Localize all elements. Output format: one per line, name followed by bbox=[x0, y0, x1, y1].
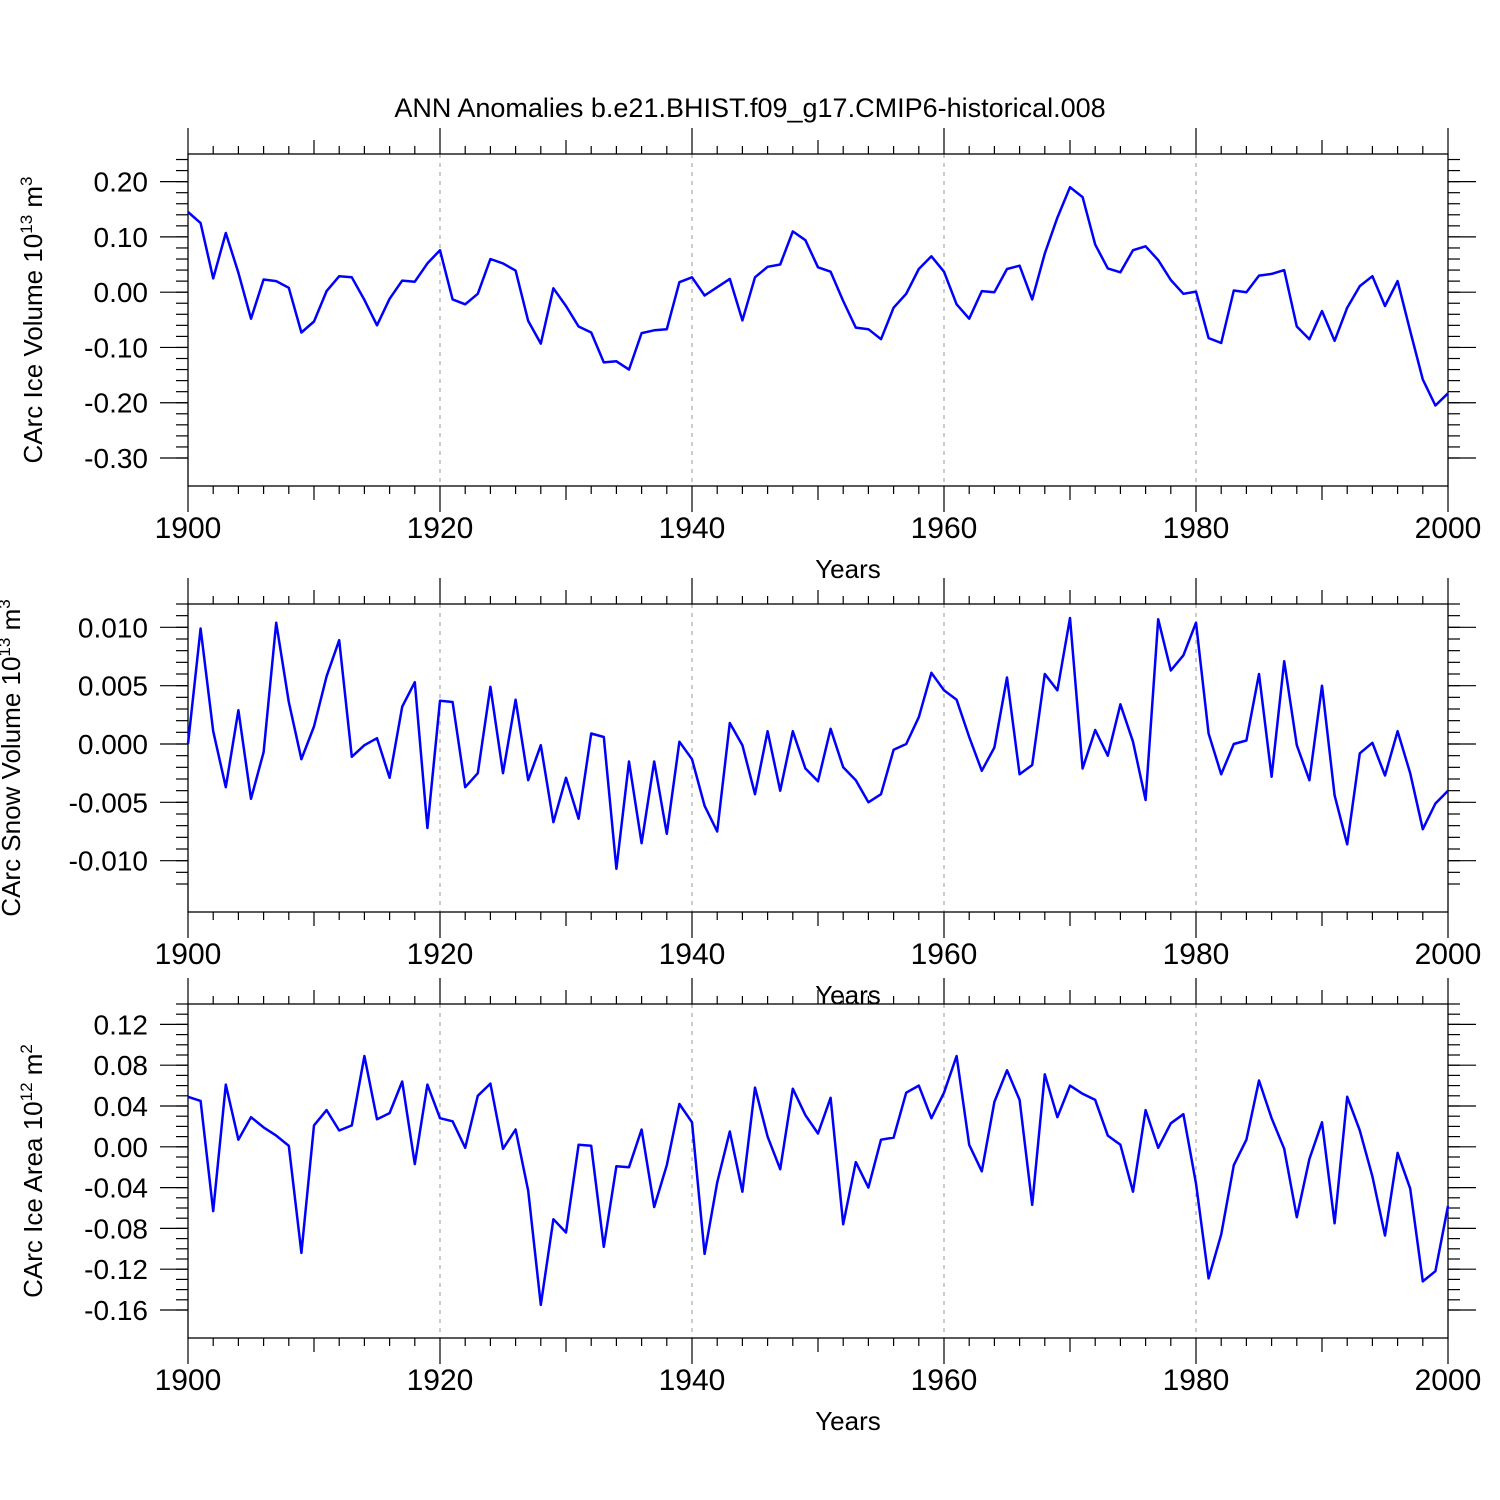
y-axis-label-text: CArc Snow Volume 10 bbox=[0, 657, 26, 917]
y-axis-label-text: m bbox=[18, 186, 48, 215]
x-axis-label: Years bbox=[815, 554, 881, 584]
y-tick-label: 0.00 bbox=[94, 1132, 149, 1163]
y-axis-label-superscript: 13 bbox=[17, 215, 36, 234]
y-tick-label: -0.04 bbox=[84, 1173, 148, 1204]
y-tick-label: -0.30 bbox=[84, 443, 148, 474]
x-tick-label: 1980 bbox=[1163, 1364, 1230, 1397]
y-axis-label-superscript: 13 bbox=[0, 638, 14, 657]
x-tick-label: 2000 bbox=[1415, 1364, 1482, 1397]
x-tick-label: 2000 bbox=[1415, 938, 1482, 971]
y-tick-label: 0.04 bbox=[94, 1091, 149, 1122]
x-tick-label: 1960 bbox=[911, 938, 978, 971]
x-tick-label: 1980 bbox=[1163, 512, 1230, 545]
y-tick-label: -0.20 bbox=[84, 388, 148, 419]
x-axis-label: Years bbox=[815, 1406, 881, 1436]
y-tick-label: 0.010 bbox=[78, 612, 148, 643]
x-tick-label: 1920 bbox=[407, 938, 474, 971]
chart-panel-volume: 1900 1920 1940 1960 1980 2000 Years -0.30 -0.20 -… bbox=[17, 128, 1481, 584]
x-tick-label: 1920 bbox=[407, 1364, 474, 1397]
y-axis-label-superscript: 3 bbox=[0, 599, 14, 608]
y-tick-label: -0.16 bbox=[84, 1295, 148, 1326]
y-tick-label: 0.10 bbox=[94, 222, 149, 253]
y-tick-label: -0.10 bbox=[84, 332, 148, 363]
series-line bbox=[187, 185, 1449, 407]
x-tick-label: 1960 bbox=[911, 512, 978, 545]
x-tick-label: 1940 bbox=[659, 938, 726, 971]
x-tick-label: 2000 bbox=[1415, 512, 1482, 545]
chart-panel-snow: 1900 1920 1940 1960 1980 2000 Years -0.010 -0.00… bbox=[0, 578, 1481, 1010]
y-axis-label: CArc Snow Volume 1013 m3 bbox=[0, 599, 26, 916]
plot-frame bbox=[187, 1003, 1449, 1339]
y-tick-label: 0.08 bbox=[94, 1050, 149, 1081]
y-tick-label: 0.005 bbox=[78, 671, 148, 702]
y-axis-label-text: m bbox=[0, 609, 26, 638]
y-tick-label: -0.08 bbox=[84, 1213, 148, 1244]
y-tick-label: -0.005 bbox=[69, 787, 148, 818]
y-axis-label-text: m bbox=[18, 1054, 48, 1083]
chart-title: ANN Anomalies b.e21.BHIST.f09_g17.CMIP6-… bbox=[394, 93, 1105, 123]
y-tick-label: 0.12 bbox=[94, 1009, 149, 1040]
x-tick-label: 1900 bbox=[155, 1364, 222, 1397]
y-tick-label: -0.010 bbox=[69, 846, 148, 877]
series-line bbox=[187, 1054, 1450, 1307]
x-axis-label: Years bbox=[815, 980, 881, 1010]
x-tick-label: 1900 bbox=[155, 938, 222, 971]
y-axis-label: CArc Ice Volume 1013 m3 bbox=[17, 176, 48, 463]
y-axis-label-superscript: 2 bbox=[17, 1044, 36, 1053]
x-tick-label: 1940 bbox=[659, 512, 726, 545]
x-tick-label: 1940 bbox=[659, 1364, 726, 1397]
y-axis-label: CArc Ice Area 1012 m2 bbox=[17, 1044, 48, 1298]
y-axis-label-superscript: 12 bbox=[17, 1082, 36, 1101]
chart-panel-area: 1900 1920 1940 1960 1980 2000 Years -0.16 -0.12 -… bbox=[17, 978, 1481, 1436]
y-tick-label: 0.20 bbox=[94, 167, 149, 198]
y-tick-label: 0.000 bbox=[78, 729, 148, 760]
x-tick-label: 1900 bbox=[155, 512, 222, 545]
y-axis-label-text: CArc Ice Area 10 bbox=[18, 1101, 48, 1298]
x-tick-label: 1980 bbox=[1163, 938, 1230, 971]
x-tick-label: 1960 bbox=[911, 1364, 978, 1397]
series-line bbox=[186, 616, 1449, 871]
plot-frame bbox=[187, 603, 1449, 913]
y-tick-label: -0.12 bbox=[84, 1254, 148, 1285]
y-tick-label: 0.00 bbox=[94, 277, 149, 308]
y-axis-label-text: CArc Ice Volume 10 bbox=[18, 234, 48, 464]
y-axis-label-superscript: 3 bbox=[17, 176, 36, 185]
plot-frame bbox=[187, 153, 1449, 487]
x-tick-label: 1920 bbox=[407, 512, 474, 545]
